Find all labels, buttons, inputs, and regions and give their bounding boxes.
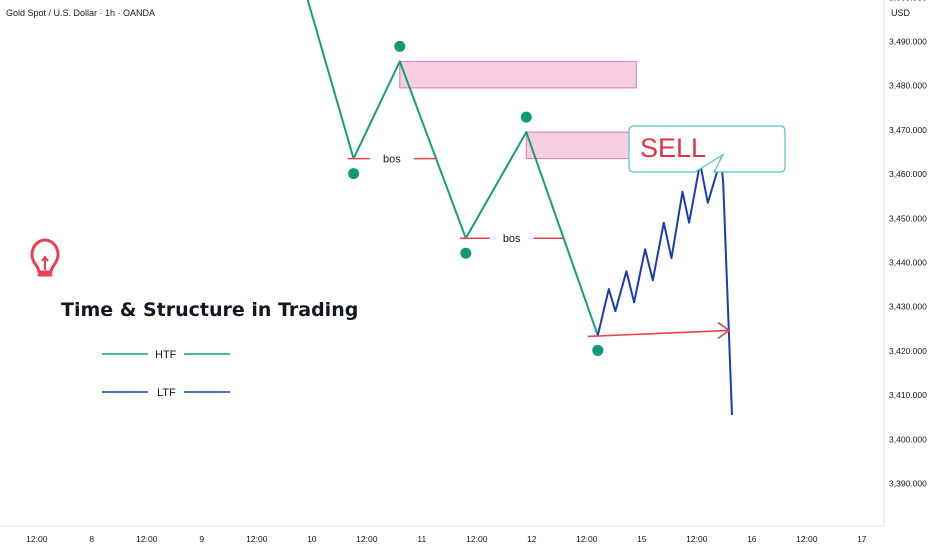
price-series xyxy=(306,0,733,416)
y-tick-label: 3,440.000 xyxy=(889,258,927,268)
x-tick-label: 12:00 xyxy=(26,534,48,544)
price-axis: 3,510.0003,500.0003,490.0003,480.0003,47… xyxy=(889,0,927,489)
x-tick-label: 10 xyxy=(307,534,317,544)
swing-low-marker xyxy=(348,168,360,180)
bos-annotations: bos bos xyxy=(347,154,564,245)
currency-label: USD xyxy=(891,8,911,18)
x-tick-label: 12:00 xyxy=(246,534,268,544)
lightbulb-icon xyxy=(30,238,60,277)
swing-high-marker xyxy=(394,40,406,52)
arrow-shaft xyxy=(587,329,730,338)
x-tick-label: 12:00 xyxy=(796,534,818,544)
x-tick-label: 12 xyxy=(527,534,537,544)
y-tick-label: 3,450.000 xyxy=(889,213,927,223)
y-tick-label: 3,410.000 xyxy=(889,390,927,400)
bos-label: bos xyxy=(503,233,521,245)
target-arrow xyxy=(587,321,731,340)
supply-zone xyxy=(399,60,637,89)
x-tick-label: 16 xyxy=(747,534,757,544)
sell-callout-box xyxy=(628,125,786,173)
legend-ltf-label: LTF xyxy=(157,387,176,399)
supply-zone xyxy=(525,131,637,160)
supply-zones xyxy=(399,60,637,160)
bos-label: bos xyxy=(383,154,401,166)
y-tick-label: 3,400.000 xyxy=(889,434,927,444)
sell-callout: SELL xyxy=(628,125,786,173)
y-tick-label: 3,500.000 xyxy=(889,0,927,2)
legend: HTF LTF xyxy=(102,349,230,399)
x-tick-label: 12:00 xyxy=(136,534,158,544)
swing-high-marker xyxy=(520,111,532,123)
series-line-ltf xyxy=(596,157,733,416)
swing-markers xyxy=(348,40,604,356)
x-tick-label: 9 xyxy=(199,534,204,544)
series-line-htf xyxy=(306,0,599,336)
sell-label: SELL xyxy=(640,133,706,163)
x-tick-label: 15 xyxy=(637,534,647,544)
symbol-title: Gold Spot / U.S. Dollar · 1h · OANDA xyxy=(6,8,155,18)
x-tick-label: 12:00 xyxy=(576,534,598,544)
x-tick-label: 12:00 xyxy=(356,534,378,544)
y-tick-label: 3,490.000 xyxy=(889,37,927,47)
y-tick-label: 3,480.000 xyxy=(889,81,927,91)
time-axis: 12:00 8 12:00 9 12:00 10 12:00 11 12:00 12 12:00 15… xyxy=(26,534,867,544)
arrow-head xyxy=(717,321,731,340)
y-tick-label: 3,420.000 xyxy=(889,346,927,356)
x-tick-label: 8 xyxy=(89,534,94,544)
legend-htf-label: HTF xyxy=(155,349,177,361)
x-tick-label: 12:00 xyxy=(466,534,488,544)
y-tick-label: 3,430.000 xyxy=(889,302,927,312)
chart-title: Time & Structure in Trading xyxy=(61,299,358,321)
swing-low-marker xyxy=(592,344,604,356)
swing-low-marker xyxy=(460,247,472,259)
x-tick-label: 12:00 xyxy=(686,534,708,544)
y-tick-label: 3,470.000 xyxy=(889,125,927,135)
x-tick-label: 17 xyxy=(857,534,867,544)
y-tick-label: 3,390.000 xyxy=(889,479,927,489)
y-tick-label: 3,460.000 xyxy=(889,169,927,179)
x-tick-label: 11 xyxy=(417,534,426,544)
